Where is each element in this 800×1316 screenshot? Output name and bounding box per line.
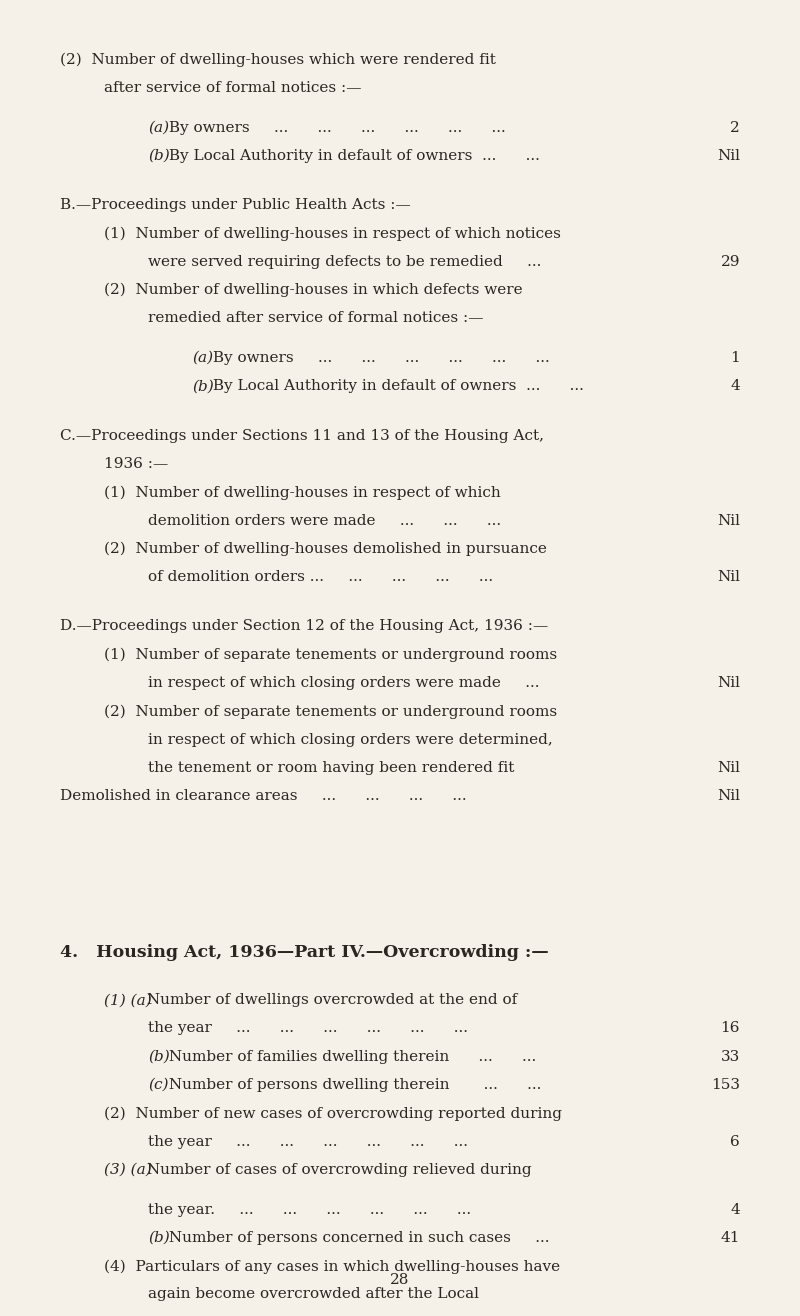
Text: Nil: Nil — [717, 790, 740, 803]
Text: By owners     ...      ...      ...      ...      ...      ...: By owners ... ... ... ... ... ... — [164, 121, 506, 134]
Text: Number of families dwelling therein      ...      ...: Number of families dwelling therein ... … — [164, 1050, 537, 1063]
Text: (3) (a): (3) (a) — [104, 1163, 152, 1177]
Text: 153: 153 — [711, 1078, 740, 1092]
Text: (1)  Number of separate tenements or underground rooms: (1) Number of separate tenements or unde… — [104, 647, 557, 662]
Text: (1)  Number of dwelling-houses in respect of which: (1) Number of dwelling-houses in respect… — [104, 486, 501, 500]
Text: 4.   Housing Act, 1936—Part IV.—Overcrowding :—: 4. Housing Act, 1936—Part IV.—Overcrowdi… — [60, 944, 549, 961]
Text: (a): (a) — [192, 351, 213, 365]
Text: (a): (a) — [148, 121, 169, 134]
Text: C.—Proceedings under Sections 11 and 13 of the Housing Act,: C.—Proceedings under Sections 11 and 13 … — [60, 429, 544, 442]
Text: (4)  Particulars of any cases in which dwelling-houses have: (4) Particulars of any cases in which dw… — [104, 1259, 560, 1274]
Text: 16: 16 — [721, 1021, 740, 1036]
Text: (b): (b) — [192, 379, 214, 393]
Text: 28: 28 — [390, 1273, 410, 1287]
Text: after service of formal notices :—: after service of formal notices :— — [104, 82, 362, 95]
Text: remedied after service of formal notices :—: remedied after service of formal notices… — [148, 312, 483, 325]
Text: in respect of which closing orders were determined,: in respect of which closing orders were … — [148, 733, 553, 746]
Text: By owners     ...      ...      ...      ...      ...      ...: By owners ... ... ... ... ... ... — [208, 351, 550, 365]
Text: Nil: Nil — [717, 676, 740, 690]
Text: 1936 :—: 1936 :— — [104, 457, 168, 471]
Text: the year     ...      ...      ...      ...      ...      ...: the year ... ... ... ... ... ... — [148, 1021, 468, 1036]
Text: Nil: Nil — [717, 570, 740, 584]
Text: Number of persons dwelling therein       ...      ...: Number of persons dwelling therein ... .… — [164, 1078, 542, 1092]
Text: 4: 4 — [730, 379, 740, 393]
Text: (b): (b) — [148, 1050, 170, 1063]
Text: B.—Proceedings under Public Health Acts :—: B.—Proceedings under Public Health Acts … — [60, 199, 410, 212]
Text: in respect of which closing orders were made     ...: in respect of which closing orders were … — [148, 676, 539, 690]
Text: D.—Proceedings under Section 12 of the Housing Act, 1936 :—: D.—Proceedings under Section 12 of the H… — [60, 620, 548, 633]
Text: 2: 2 — [730, 121, 740, 134]
Text: Number of cases of overcrowding relieved during: Number of cases of overcrowding relieved… — [142, 1163, 532, 1177]
Text: Number of persons concerned in such cases     ...: Number of persons concerned in such case… — [164, 1230, 550, 1245]
Text: 6: 6 — [730, 1134, 740, 1149]
Text: demolition orders were made     ...      ...      ...: demolition orders were made ... ... ... — [148, 513, 501, 528]
Text: (2)  Number of dwelling-houses which were rendered fit: (2) Number of dwelling-houses which were… — [60, 53, 496, 67]
Text: (c): (c) — [148, 1078, 169, 1092]
Text: (1)  Number of dwelling-houses in respect of which notices: (1) Number of dwelling-houses in respect… — [104, 226, 561, 241]
Text: Nil: Nil — [717, 513, 740, 528]
Text: 4: 4 — [730, 1203, 740, 1216]
Text: Demolished in clearance areas     ...      ...      ...      ...: Demolished in clearance areas ... ... ..… — [60, 790, 466, 803]
Text: Nil: Nil — [717, 149, 740, 163]
Text: 33: 33 — [721, 1050, 740, 1063]
Text: again become overcrowded after the Local: again become overcrowded after the Local — [148, 1287, 479, 1302]
Text: were served requiring defects to be remedied     ...: were served requiring defects to be reme… — [148, 255, 542, 268]
Text: 1: 1 — [730, 351, 740, 365]
Text: of demolition orders ...     ...      ...      ...      ...: of demolition orders ... ... ... ... ... — [148, 570, 493, 584]
Text: 41: 41 — [721, 1230, 740, 1245]
Text: Number of dwellings overcrowded at the end of: Number of dwellings overcrowded at the e… — [142, 994, 518, 1007]
Text: the year     ...      ...      ...      ...      ...      ...: the year ... ... ... ... ... ... — [148, 1134, 468, 1149]
Text: the year.     ...      ...      ...      ...      ...      ...: the year. ... ... ... ... ... ... — [148, 1203, 471, 1216]
Text: (2)  Number of dwelling-houses in which defects were: (2) Number of dwelling-houses in which d… — [104, 283, 522, 297]
Text: Nil: Nil — [717, 761, 740, 775]
Text: (2)  Number of separate tenements or underground rooms: (2) Number of separate tenements or unde… — [104, 704, 557, 719]
Text: (b): (b) — [148, 149, 170, 163]
Text: (2)  Number of new cases of overcrowding reported during: (2) Number of new cases of overcrowding … — [104, 1107, 562, 1121]
Text: (b): (b) — [148, 1230, 170, 1245]
Text: By Local Authority in default of owners  ...      ...: By Local Authority in default of owners … — [208, 379, 584, 393]
Text: the tenement or room having been rendered fit: the tenement or room having been rendere… — [148, 761, 514, 775]
Text: By Local Authority in default of owners  ...      ...: By Local Authority in default of owners … — [164, 149, 540, 163]
Text: (1) (a): (1) (a) — [104, 994, 152, 1007]
Text: (2)  Number of dwelling-houses demolished in pursuance: (2) Number of dwelling-houses demolished… — [104, 542, 547, 557]
Text: 29: 29 — [721, 255, 740, 268]
